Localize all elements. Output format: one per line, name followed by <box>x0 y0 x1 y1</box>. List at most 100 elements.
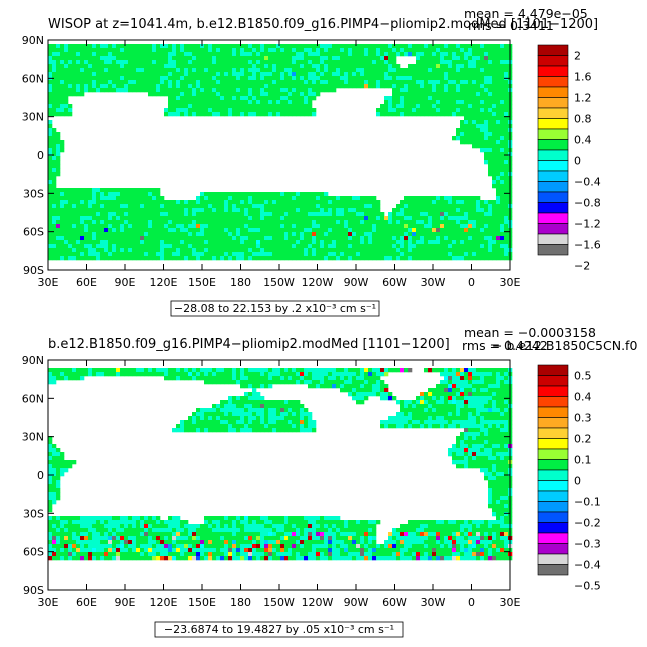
map-cell <box>320 236 325 241</box>
map-cell <box>280 420 285 425</box>
map-cell <box>148 188 153 193</box>
map-cell <box>304 52 309 57</box>
map-cell <box>488 416 493 421</box>
map-cell <box>432 420 437 425</box>
map-cell <box>196 204 201 209</box>
map-cell <box>56 372 61 377</box>
map-cell <box>144 52 149 57</box>
map-cell <box>256 68 261 73</box>
map-cell <box>184 424 189 429</box>
map-cell <box>420 92 425 97</box>
map-cell <box>140 188 145 193</box>
map-cell <box>56 216 61 221</box>
map-cell <box>336 232 341 237</box>
map-cell <box>72 232 77 237</box>
map-cell <box>336 56 341 61</box>
map-cell <box>276 228 281 233</box>
map-cell <box>236 48 241 53</box>
map-cell <box>332 232 337 237</box>
map-cell <box>68 208 73 213</box>
y-tick-label: 60S <box>23 226 44 239</box>
map-cell <box>144 188 149 193</box>
map-cell <box>308 200 313 205</box>
map-cell <box>252 92 257 97</box>
map-cell <box>472 76 477 81</box>
map-cell <box>260 372 265 377</box>
map-cell <box>140 64 145 69</box>
map-cell <box>408 72 413 77</box>
map-cell <box>208 244 213 249</box>
map-cell <box>484 392 489 397</box>
map-cell <box>276 100 281 105</box>
map-cell <box>288 232 293 237</box>
map-cell <box>340 212 345 217</box>
map-cell <box>140 60 145 65</box>
map-cell <box>324 384 329 389</box>
map-cell <box>416 204 421 209</box>
map-cell <box>384 56 389 61</box>
map-cell <box>488 404 493 409</box>
map-cell <box>296 404 301 409</box>
map-cell <box>264 76 269 81</box>
map-cell <box>360 380 365 385</box>
map-cell <box>272 84 277 89</box>
map-cell <box>208 96 213 101</box>
map-cell <box>332 212 337 217</box>
map-cell <box>176 208 181 213</box>
map-cell <box>468 120 473 125</box>
map-cell <box>188 104 193 109</box>
map-cell <box>220 252 225 257</box>
map-cell <box>256 100 261 105</box>
map-cell <box>504 180 509 185</box>
map-cell <box>336 196 341 201</box>
map-cell <box>52 376 57 381</box>
map-cell <box>76 84 81 89</box>
map-cell <box>92 244 97 249</box>
map-cell <box>260 412 265 417</box>
map-cell <box>472 108 477 113</box>
map-cell <box>224 252 229 257</box>
map-cell <box>500 164 505 169</box>
map-cell <box>308 380 313 385</box>
map-cell <box>472 96 477 101</box>
map-cell <box>68 368 73 373</box>
map-cell <box>52 88 57 93</box>
map-cell <box>492 200 497 205</box>
map-cell <box>400 76 405 81</box>
map-cell <box>504 48 509 53</box>
map-cell <box>344 236 349 241</box>
map-cell <box>72 216 77 221</box>
map-cell <box>408 368 413 373</box>
map-cell <box>456 256 461 261</box>
map-cell <box>424 212 429 217</box>
map-cell <box>200 68 205 73</box>
map-cell <box>296 248 301 253</box>
map-cell <box>408 92 413 97</box>
map-cell <box>332 72 337 77</box>
map-cell <box>400 404 405 409</box>
map-cell <box>216 228 221 233</box>
map-cell <box>408 200 413 205</box>
map-cell <box>60 144 65 149</box>
map-cell <box>388 244 393 249</box>
map-cell <box>224 404 229 409</box>
map-cell <box>240 92 245 97</box>
map-cell <box>340 196 345 201</box>
map-cell <box>268 112 273 117</box>
map-cell <box>228 408 233 413</box>
map-cell <box>220 200 225 205</box>
map-cell <box>244 240 249 245</box>
map-cell <box>144 252 149 257</box>
map-cell <box>312 220 317 225</box>
map-cell <box>420 44 425 49</box>
map-cell <box>456 132 461 137</box>
map-cell <box>448 388 453 393</box>
map-cell <box>84 240 89 245</box>
map-cell <box>420 416 425 421</box>
map-cell <box>248 56 253 61</box>
map-cell <box>296 48 301 53</box>
map-cell <box>220 84 225 89</box>
map-cell <box>500 368 505 373</box>
map-cell <box>376 208 381 213</box>
map-cell <box>448 252 453 257</box>
